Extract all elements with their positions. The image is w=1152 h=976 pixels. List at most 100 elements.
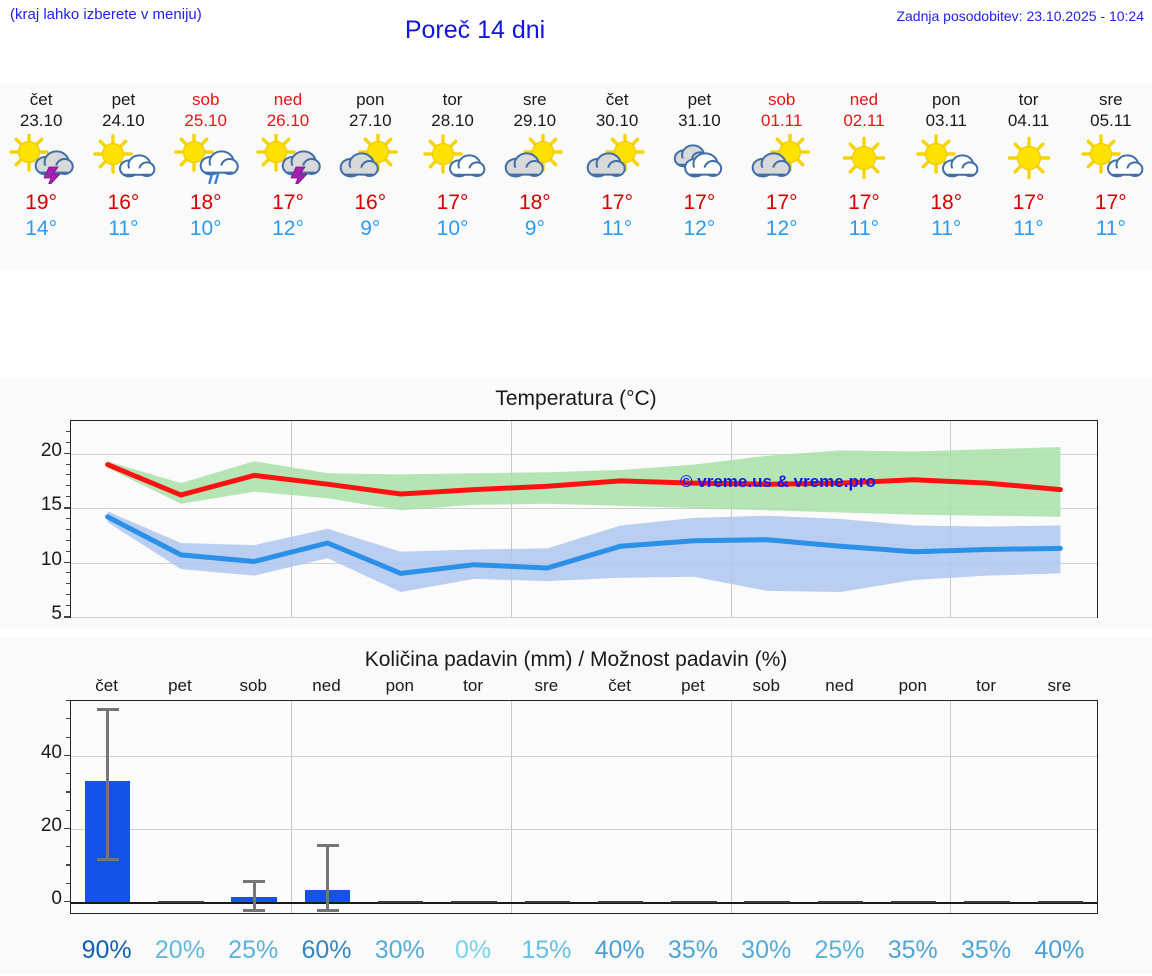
day-min-temp: 10° [436,217,469,240]
day-min-temp: 14° [25,217,58,240]
day-column[interactable]: tor 04.11 17° 11° [987,84,1069,270]
precipitation-error-cap [243,909,266,913]
precipitation-probability-label: 90% [81,936,132,964]
y-axis-minor-tick [66,518,70,519]
precipitation-probability-label: 20% [154,936,205,964]
day-column[interactable]: sre 29.10 18° 9° [494,84,576,270]
day-date: 27.10 [348,111,392,130]
precipitation-probability-label: 0% [454,936,492,964]
day-name: pet [687,90,712,109]
y-axis-minor-tick [66,605,70,607]
day-column[interactable]: ned 26.10 17° 12° [247,84,329,270]
day-max-temp: 18° [518,191,551,214]
day-max-temp: 17° [1094,191,1127,214]
day-name: tor [442,90,463,109]
y-axis-minor-tick [66,718,70,720]
day-column[interactable]: pon 03.11 18° 11° [905,84,987,270]
day-min-temp: 11° [848,217,880,240]
day-column[interactable]: ned 02.11 17° 11° [823,84,905,270]
day-max-temp: 17° [1012,191,1045,214]
precipitation-error-cap [316,909,339,913]
day-min-temp: 9° [360,217,381,240]
y-axis-minor-tick [66,496,70,498]
precipitation-day-label: tor [976,676,996,695]
day-name: sob [767,90,796,109]
day-column[interactable]: sre 05.11 17° 11° [1070,84,1152,270]
y-axis-minor-tick [64,754,70,756]
day-name: pon [356,90,385,109]
grid-line-vertical [730,701,732,913]
precipitation-bar [451,901,497,904]
day-min-temp: 11° [1095,217,1126,240]
day-min-temp: 11° [108,217,139,240]
watermark-label: © vreme.us & vreme.pro [680,471,876,491]
precipitation-bar [1037,901,1084,904]
precipitation-bar [744,901,790,904]
precipitation-probability-row: 90% 20% 25% 60% 30% 0% 15% 40% 35% 30% 25% 35% 35% 40… [0,936,1152,976]
day-max-temp: 17° [683,191,716,214]
precipitation-chart-panel: Količina padavin (mm) / Možnost padavin … [0,638,1152,975]
y-axis-minor-tick [66,846,70,848]
day-date: 23.10 [19,111,63,130]
day-column[interactable]: tor 28.10 17° 10° [411,84,493,270]
grid-line-vertical [950,701,952,913]
temperature-series-line [105,462,1063,498]
cloud-sun-icon [499,134,571,184]
day-name: ned [849,90,879,109]
precipitation-bar [158,901,204,904]
sun-cloud-thunder-icon [5,134,77,184]
precipitation-bar [964,901,1010,904]
day-min-temp: 12° [272,217,304,240]
daily-forecast-strip: čet 23.10 19° 14° pet 24.10 16° 11° sob 25.10 1… [0,84,1152,270]
menu-hint[interactable]: (kraj lahko izberete v meniju) [10,6,202,23]
y-axis-tick-label: 15 [40,494,62,516]
y-axis-minor-tick [66,736,70,738]
precipitation-day-label: pet [168,676,192,695]
grid-line-vertical [290,701,292,913]
day-column[interactable]: čet 30.10 17° 11° [576,84,658,270]
precipitation-probability-label: 40% [594,936,645,964]
day-max-temp: 17° [765,191,798,214]
y-axis-minor-tick [66,864,70,866]
y-axis-minor-tick [66,550,70,552]
day-name: pon [932,90,961,109]
day-max-temp: 17° [848,191,880,214]
precipitation-day-label: ned [312,676,341,695]
day-min-temp: 11° [1013,217,1044,240]
day-max-temp: 16° [107,191,140,214]
grid-line-horizontal [71,755,1097,757]
day-column[interactable]: sob 01.11 17° 12° [741,84,823,270]
day-column[interactable]: pet 24.10 16° 11° [82,84,164,270]
day-date: 01.11 [761,111,803,130]
day-column[interactable]: pet 31.10 17° 12° [658,84,740,270]
day-min-temp: 9° [524,217,545,240]
cloud-sun-icon [746,134,818,184]
precipitation-probability-label: 25% [814,936,865,964]
y-axis-minor-tick [66,463,70,465]
y-axis-minor-tick [66,474,70,476]
day-max-temp: 17° [272,191,304,214]
day-column[interactable]: sob 25.10 18° 10° [165,84,247,270]
y-axis-minor-tick [66,773,70,775]
y-axis-tick [64,452,70,455]
y-axis-minor-tick [66,441,70,443]
day-name: sob [191,90,220,109]
y-axis-tick-label: 40 [40,741,62,763]
precipitation-day-label: ned [825,676,854,695]
y-axis-minor-tick [66,882,70,884]
day-min-temp: 10° [189,217,222,240]
day-date: 03.11 [925,111,967,130]
precipitation-day-label: tor [463,676,483,695]
page-title: Poreč 14 dni [404,16,546,44]
y-axis-minor-tick [66,809,70,811]
day-column[interactable]: čet 23.10 19° 14° [0,84,82,270]
precipitation-day-labels: čet pet sob ned pon tor sre čet pet sob ned pon tor s… [0,676,1152,698]
precipitation-error-cap [316,843,339,847]
day-column[interactable]: pon 27.10 16° 9° [329,84,411,270]
day-date: 25.10 [184,111,227,130]
grid-line-horizontal [71,508,1097,510]
last-updated-label: Zadnja posodobitev: 23.10.2025 - 10:24 [896,8,1144,24]
day-min-temp: 12° [765,217,798,240]
precipitation-bar [671,901,717,904]
precipitation-error-bar [106,708,110,859]
